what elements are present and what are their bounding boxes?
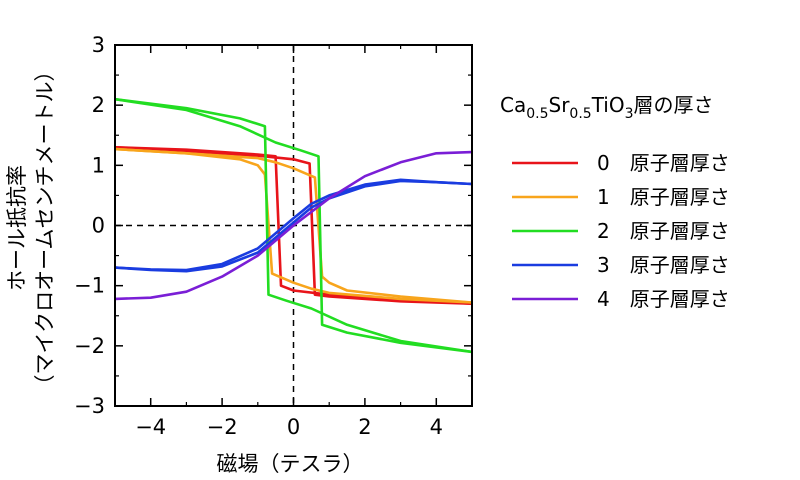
y-tick-label: 2 [92, 93, 105, 117]
legend-label-3: 3 原子層厚さ [597, 253, 730, 277]
legend: Ca0.5Sr0.5TiO3層の厚さ 0 原子層厚さ 1 原子層厚さ 2 原子層厚さ… [500, 93, 730, 311]
legend-label-1: 1 原子層厚さ [597, 185, 730, 209]
series-line-1-branch-0 [115, 147, 472, 304]
x-tick-label: 4 [430, 415, 443, 439]
y-tick-label: −3 [74, 394, 105, 418]
y-axis-title-line1: ホール抵抗率 [5, 165, 29, 291]
y-tick-label: −1 [74, 274, 105, 298]
x-axis-title: 磁場（テスラ） [217, 452, 364, 476]
series-line-4-branch-0 [115, 150, 472, 301]
series-line-2-branch-1 [115, 97, 472, 354]
legend-label-2: 2 原子層厚さ [597, 219, 730, 243]
x-tick-label: −2 [207, 415, 238, 439]
x-tick-label: 0 [287, 415, 300, 439]
plot-area [115, 45, 472, 406]
series-line-2-branch-0 [115, 97, 472, 354]
x-tick-label: 2 [358, 415, 371, 439]
legend-label-4: 4 原子層厚さ [597, 287, 730, 311]
y-tick-label: −2 [74, 334, 105, 358]
series-line-3-branch-1 [115, 178, 472, 272]
y-tick-label: 3 [92, 33, 105, 57]
y-tick-label: 0 [92, 214, 105, 238]
legend-title: Ca0.5Sr0.5TiO3層の厚さ [500, 93, 714, 122]
axes: −4 −2 0 2 4 −3 −2 −1 0 1 2 3 [74, 33, 473, 439]
legend-label-0: 0 原子層厚さ [597, 151, 730, 175]
x-tick-label: −4 [135, 415, 166, 439]
y-tick-label: 1 [92, 153, 105, 177]
y-axis-title-line2: （マイクロオームセンチメートル） [33, 61, 57, 396]
legend-items: 0 原子層厚さ 1 原子層厚さ 2 原子層厚さ 3 原子層厚さ 4 原子層厚さ [512, 151, 730, 311]
series-line-0-branch-1 [115, 146, 472, 305]
series-line-1-branch-1 [115, 147, 472, 304]
